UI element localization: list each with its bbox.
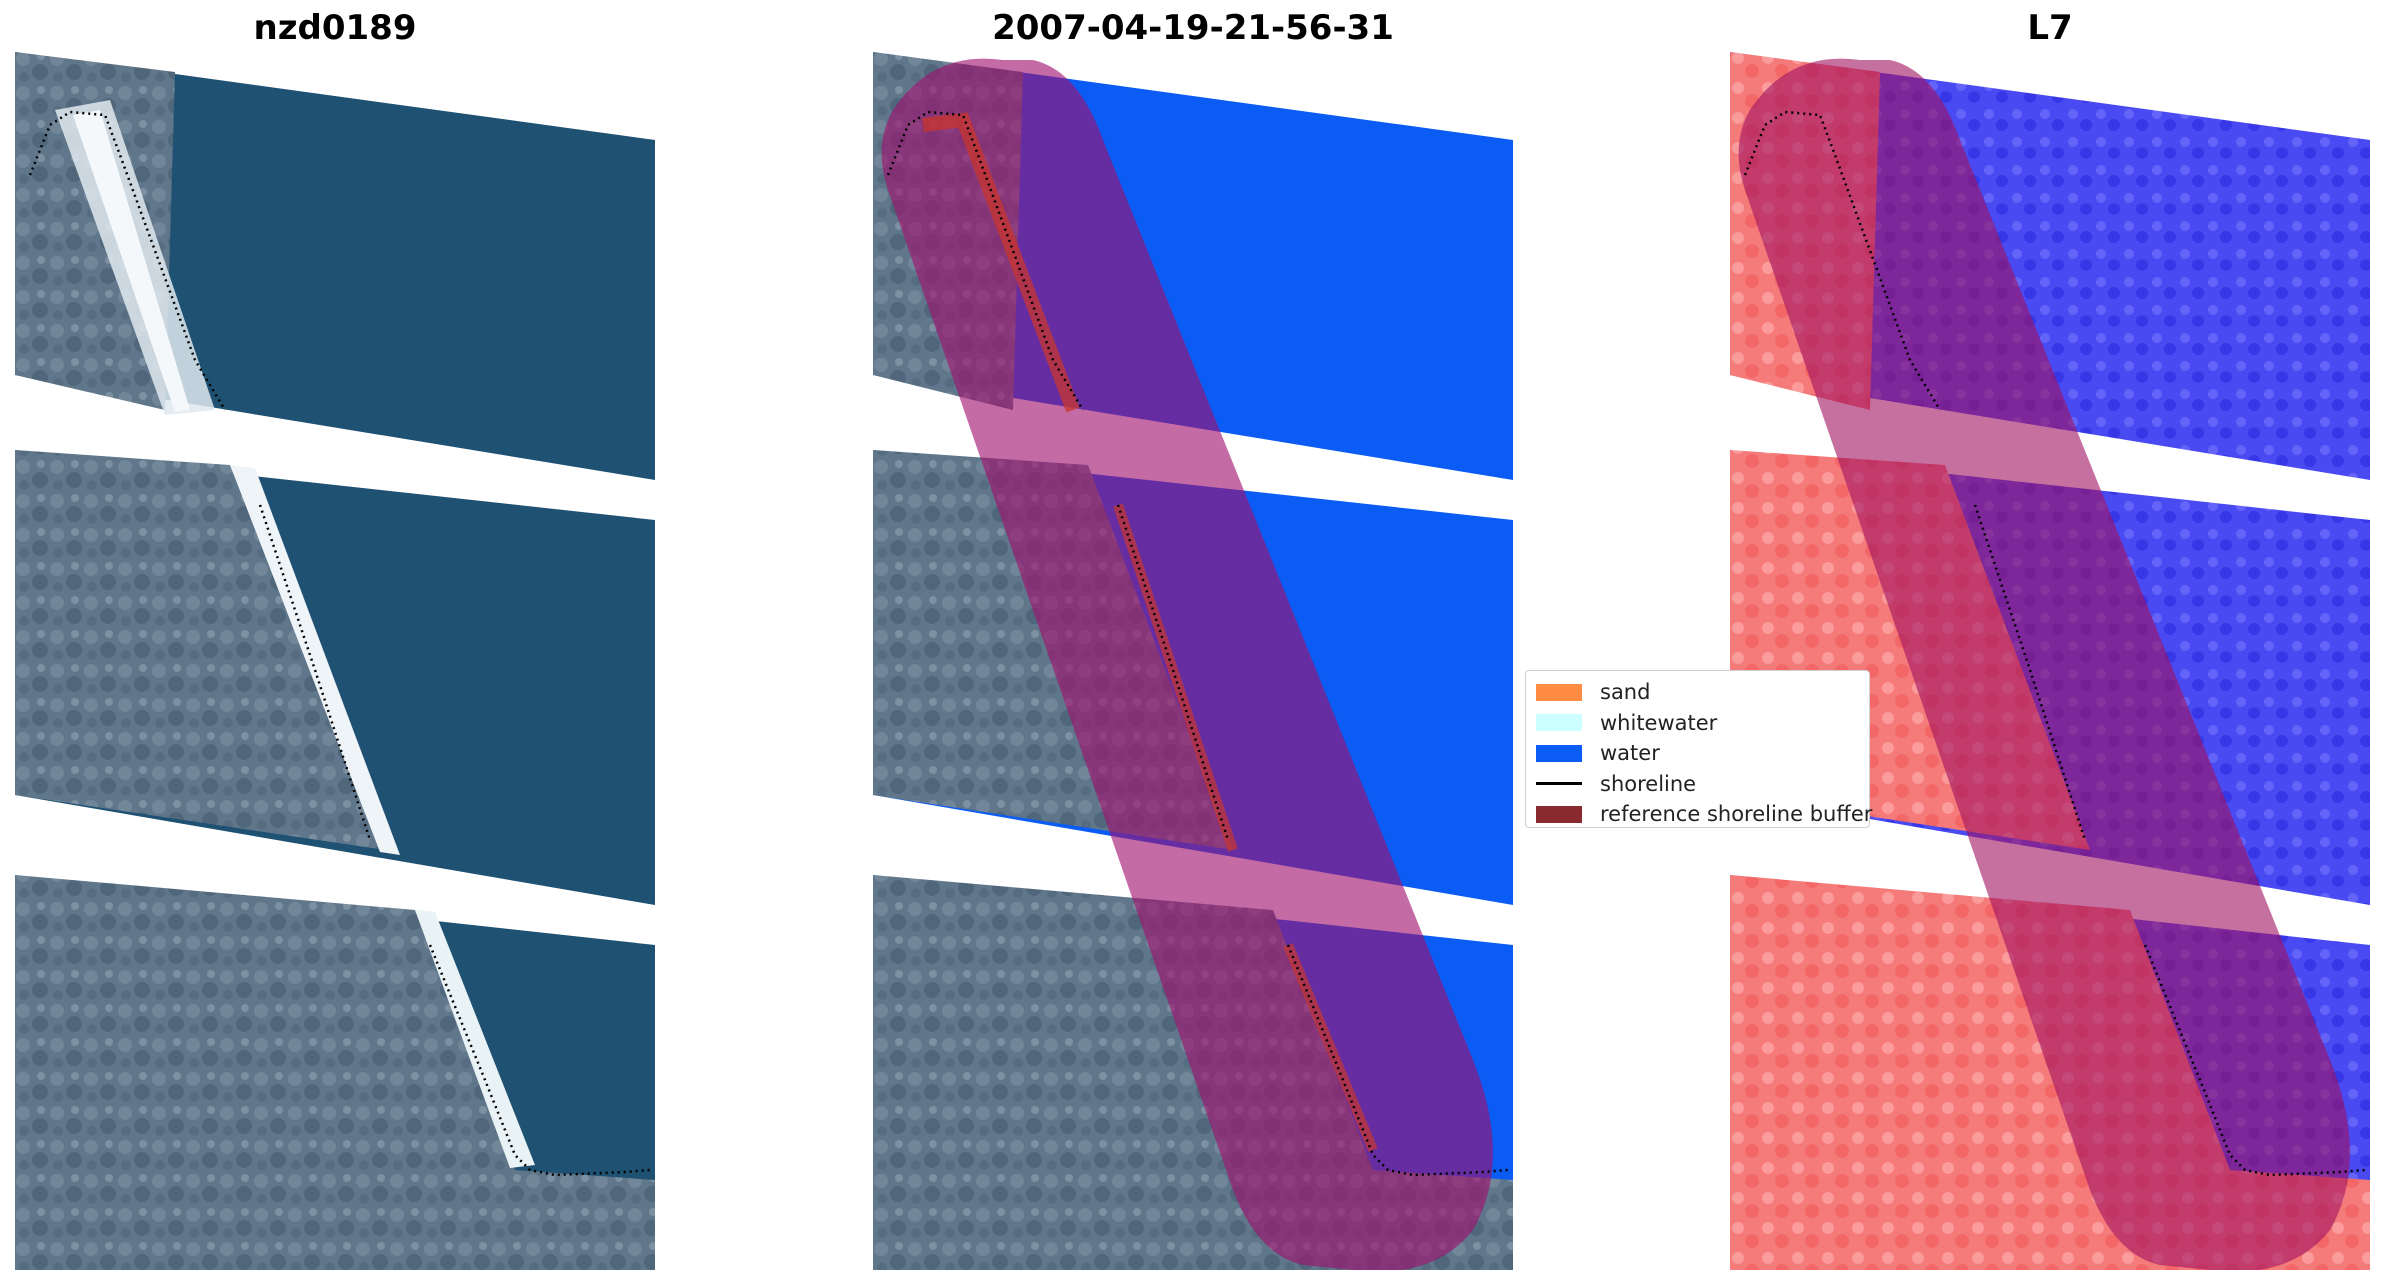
buffer-swatch bbox=[1536, 805, 1582, 823]
image-strip-top bbox=[15, 52, 655, 480]
rgb-image bbox=[15, 52, 655, 1270]
panel-title-classified: 2007-04-19-21-56-31 bbox=[992, 8, 1394, 48]
sand-swatch bbox=[1536, 683, 1582, 701]
legend-item-sand: sand bbox=[1536, 677, 1859, 708]
whitewater-swatch bbox=[1536, 714, 1582, 732]
legend-label-sand: sand bbox=[1600, 680, 1651, 705]
shoreline-line bbox=[28, 110, 227, 411]
shoreline-line bbox=[1743, 110, 1942, 411]
reference-shoreline-buffer bbox=[881, 58, 1493, 1270]
legend-item-whitewater: whitewater bbox=[1536, 708, 1859, 739]
index-image bbox=[1730, 52, 2370, 1270]
legend-label-shoreline: shoreline bbox=[1600, 771, 1697, 796]
legend-item-water: water bbox=[1536, 738, 1859, 769]
shoreline-swatch bbox=[1536, 782, 1582, 786]
shoreline-line-bottom bbox=[428, 944, 651, 1177]
image-strip-bottom bbox=[15, 875, 655, 1270]
panel-title-rgb: nzd0189 bbox=[253, 8, 417, 48]
legend-item-buffer: reference shoreline buffer bbox=[1536, 799, 1872, 830]
legend-label-water: water bbox=[1600, 741, 1660, 766]
legend: sand whitewater water shoreline referenc… bbox=[1525, 670, 1872, 830]
water-swatch bbox=[1536, 744, 1582, 762]
legend-item-shoreline: shoreline bbox=[1536, 769, 1859, 800]
legend-label-whitewater: whitewater bbox=[1600, 710, 1718, 735]
classified-image bbox=[873, 52, 1513, 1270]
reference-shoreline-buffer bbox=[1738, 58, 2350, 1270]
shoreline-line bbox=[886, 110, 1085, 411]
legend-label-buffer: reference shoreline buffer bbox=[1600, 802, 1873, 827]
panel-title-index: L7 bbox=[2027, 8, 2073, 48]
image-strip-middle bbox=[15, 450, 655, 905]
